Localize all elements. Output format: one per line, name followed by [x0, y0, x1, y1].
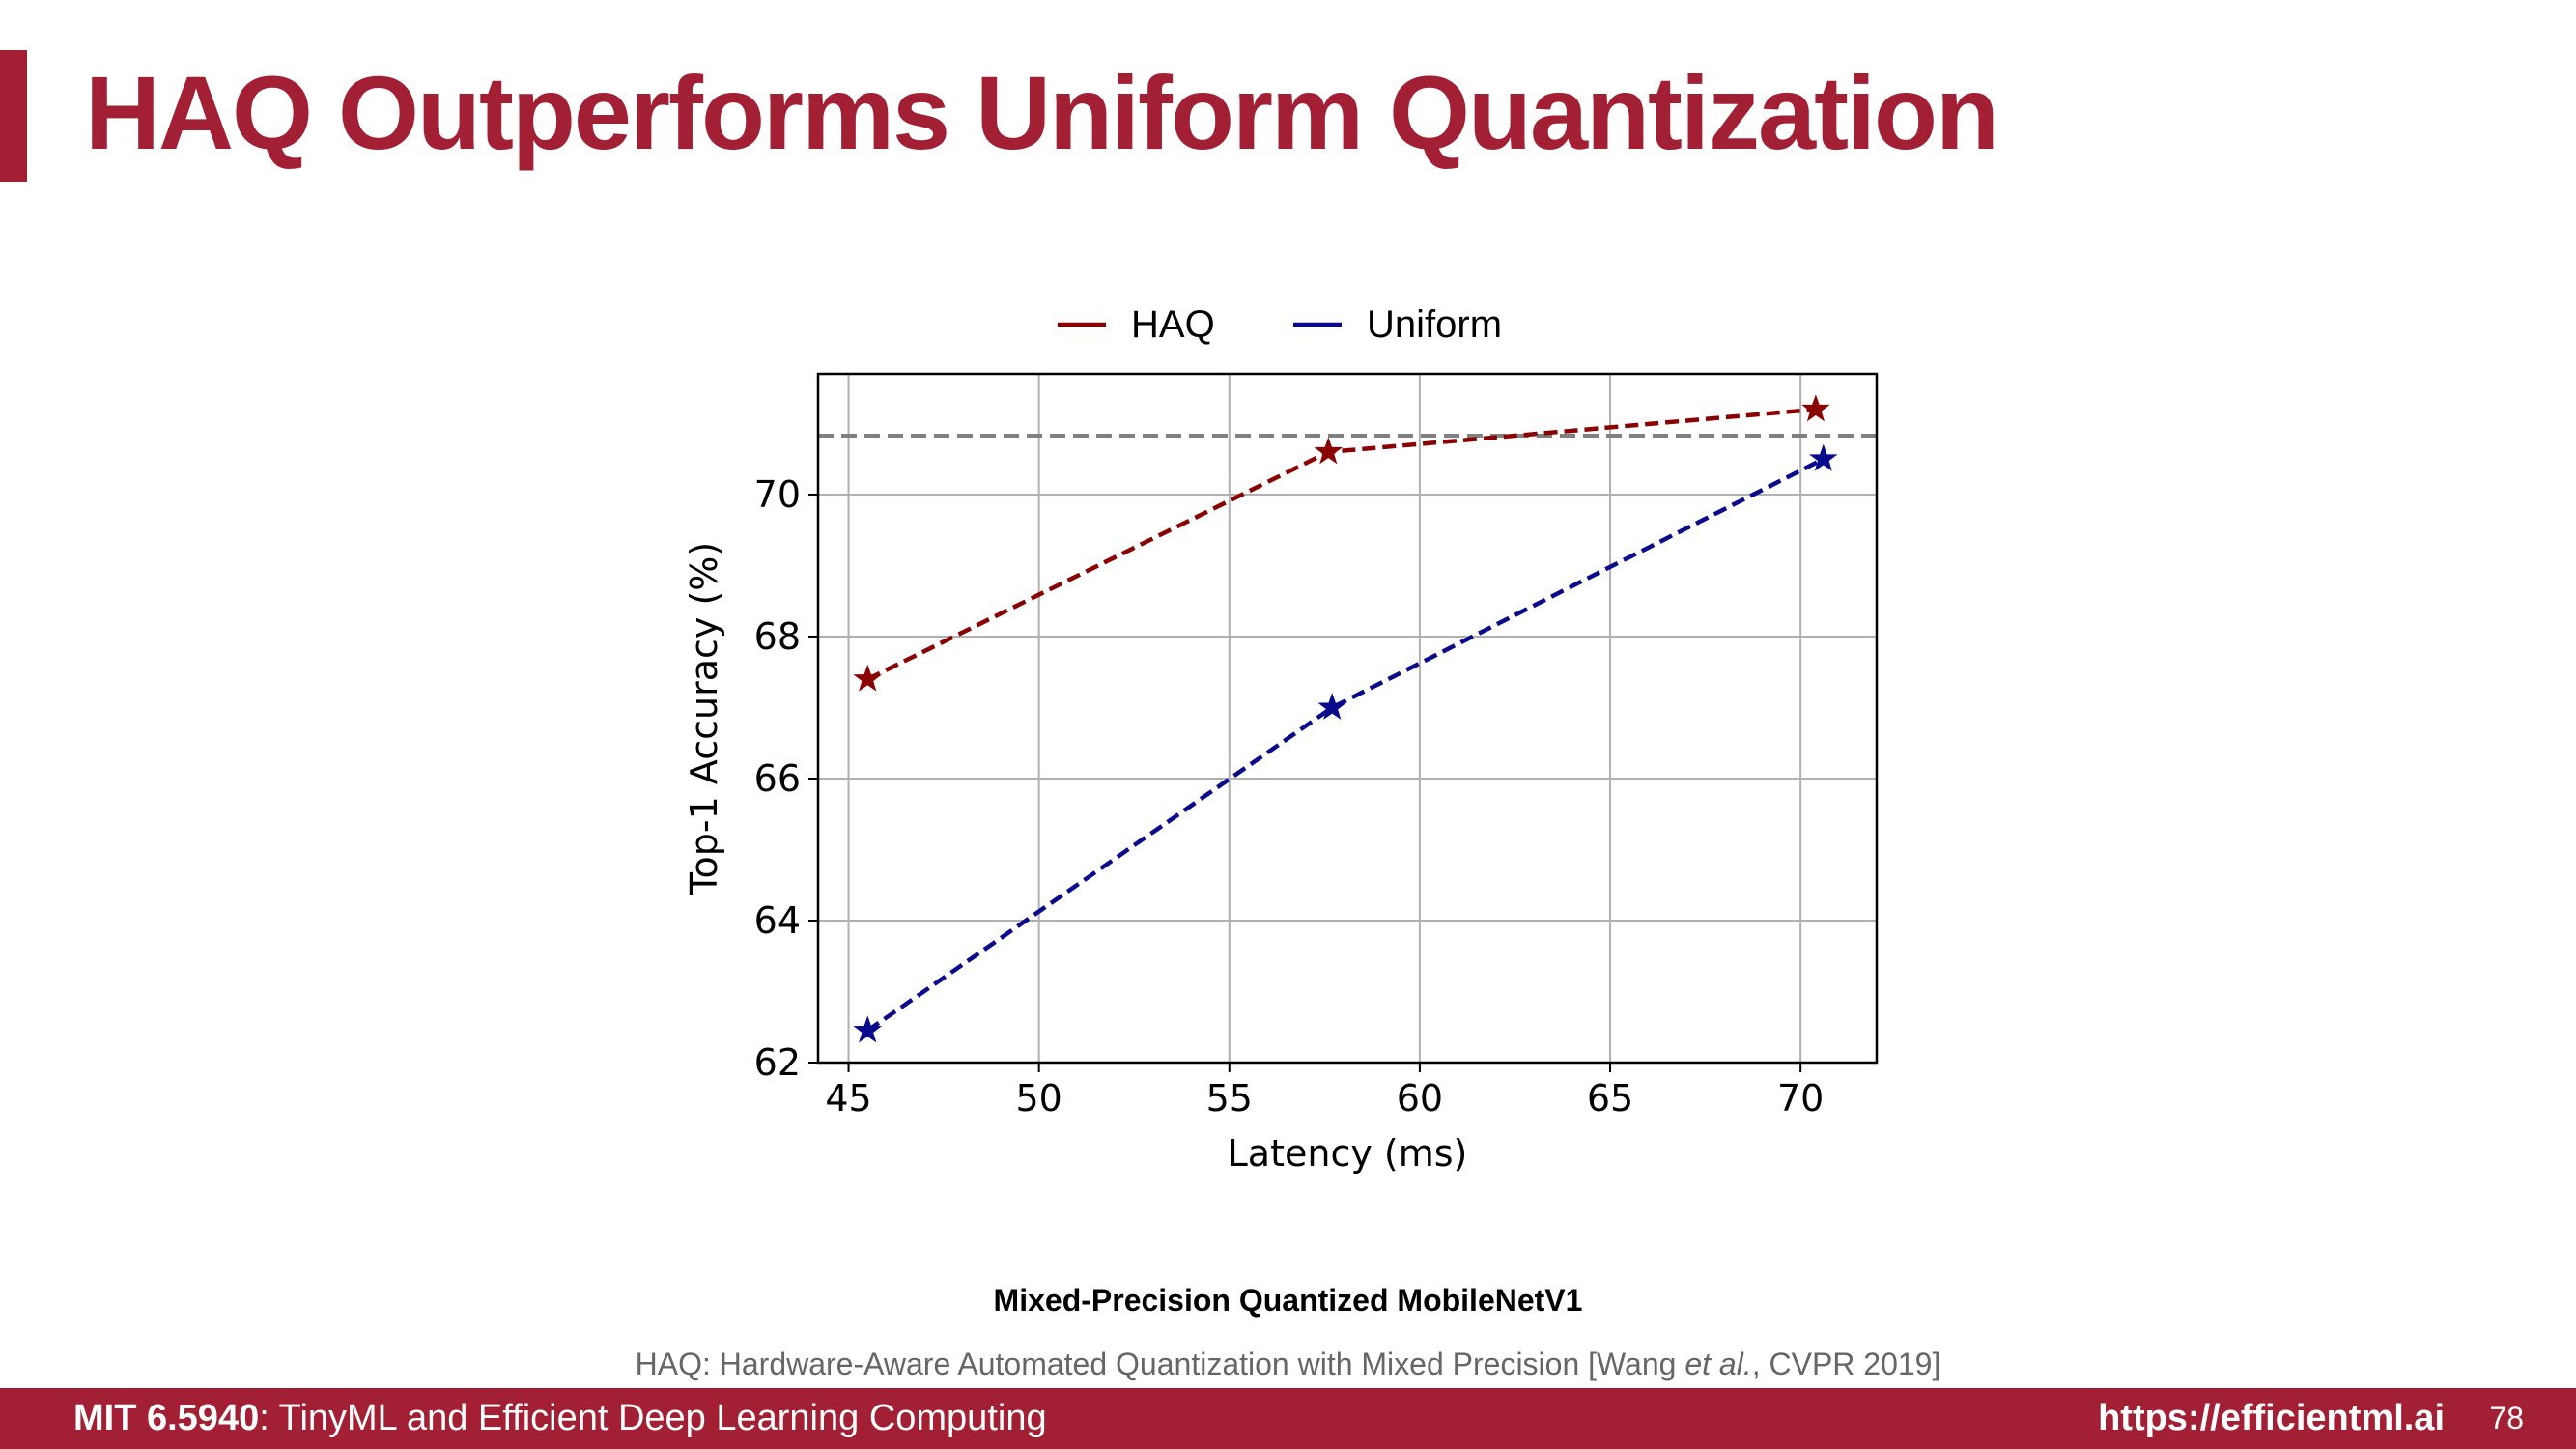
haq-data-point: [853, 664, 883, 692]
slide-title: HAQ Outperforms Uniform Quantization: [85, 54, 1999, 171]
citation-suffix: , CVPR 2019]: [1751, 1347, 1941, 1381]
haq-legend-label: HAQ: [1131, 303, 1215, 346]
uniform-data-point: [853, 1015, 883, 1043]
x-tick-label: 60: [1397, 1077, 1443, 1120]
y-tick-label: 70: [754, 473, 801, 516]
x-tick-label: 45: [825, 1077, 871, 1120]
chart-grid: [818, 374, 1877, 1064]
y-tick-label: 66: [754, 757, 801, 800]
chart-legend: HAQ Uniform: [1058, 303, 1502, 346]
uniform-series-line: [866, 457, 1825, 1033]
page-number: 78: [2489, 1401, 2524, 1435]
x-tick-label: 50: [1015, 1077, 1062, 1120]
haq-data-point: [1314, 437, 1344, 465]
x-axis-label: Latency (ms): [1228, 1132, 1468, 1175]
title-accent-bar: [0, 50, 27, 182]
series-layer: [853, 394, 1838, 1043]
latency-accuracy-chart: HAQ Uniform 45 50 55 60 65 70 62 64 66 68 70 Latenc…: [683, 303, 1879, 1175]
footer-course: MIT 6.5940: TinyML and Efficient Deep Le…: [73, 1388, 1047, 1449]
y-tick-label: 64: [754, 899, 801, 942]
axis-ticks: 45 50 55 60 65 70 62 64 66 68 70: [754, 473, 1825, 1120]
x-tick-label: 55: [1206, 1077, 1253, 1120]
uniform-data-point: [1317, 692, 1346, 721]
haq-data-point: [1801, 394, 1830, 422]
haq-series-line: [866, 407, 1817, 682]
uniform-data-point: [1809, 443, 1838, 471]
citation-etal: et al.: [1684, 1347, 1752, 1381]
course-url-link[interactable]: https://efficientml.ai: [2098, 1398, 2445, 1438]
plot-frame: [816, 372, 1879, 1065]
y-axis-label: Top-1 Accuracy (%): [683, 542, 725, 895]
course-title: : TinyML and Efficient Deep Learning Com…: [259, 1398, 1047, 1438]
y-tick-label: 68: [754, 615, 801, 658]
course-code: MIT 6.5940: [73, 1398, 260, 1438]
footer-bar: MIT 6.5940: TinyML and Efficient Deep Le…: [0, 1388, 2576, 1449]
citation-prefix: HAQ: Hardware-Aware Automated Quantizati…: [635, 1347, 1685, 1381]
x-tick-label: 65: [1587, 1077, 1633, 1120]
uniform-legend-label: Uniform: [1367, 303, 1502, 346]
chart-caption: Mixed-Precision Quantized MobileNetV1: [993, 1283, 1583, 1318]
x-tick-label: 70: [1777, 1077, 1824, 1120]
citation: HAQ: Hardware-Aware Automated Quantizati…: [0, 1347, 2576, 1382]
y-tick-label: 62: [754, 1041, 801, 1084]
